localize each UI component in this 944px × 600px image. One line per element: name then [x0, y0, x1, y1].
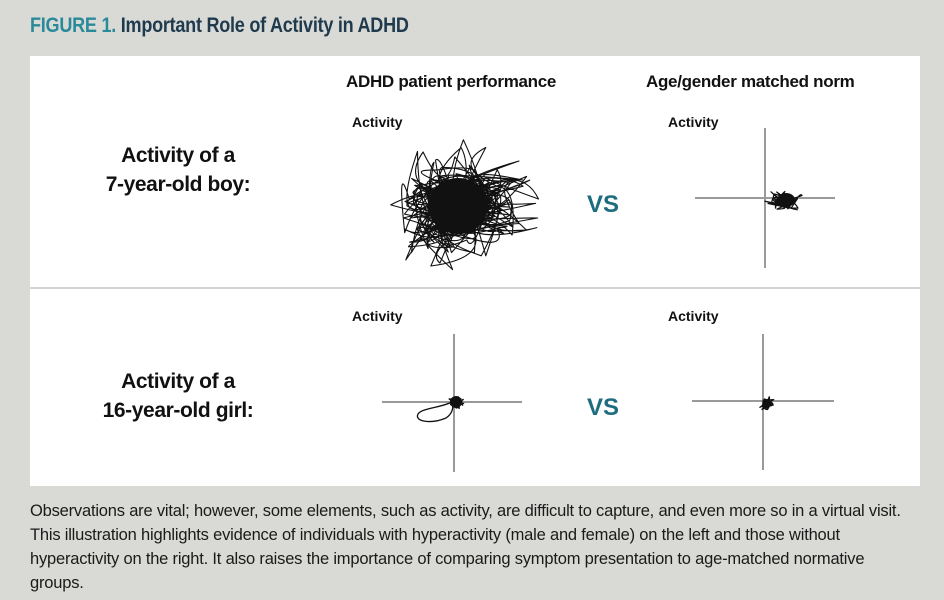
plot-girl-norm [692, 334, 834, 470]
column-header-norm: Age/gender matched norm [646, 72, 855, 91]
trace-path [390, 139, 540, 271]
figure-panel: ADHD patient performance Age/gender matc… [30, 56, 920, 486]
trace-loop [416, 401, 454, 423]
column-header-adhd: ADHD patient performance [346, 72, 557, 91]
row-divider [30, 287, 920, 289]
axis-label-boy-adhd: Activity [352, 114, 403, 130]
activity-trace-girl-norm [759, 396, 775, 411]
axis-label-girl-adhd: Activity [352, 308, 403, 324]
plot-girl-adhd [382, 334, 522, 472]
activity-trace-boy-norm [764, 190, 803, 211]
row-label-boy-line2: 7-year-old boy: [105, 173, 251, 196]
vs-label-row1: VS [587, 191, 620, 218]
trace-path [759, 396, 775, 411]
plot-boy-norm [695, 128, 835, 268]
figure-title-text: Important Role of Activity in ADHD [120, 14, 409, 37]
activity-trace-boy-adhd [390, 139, 540, 271]
figure-number: FIGURE 1. [30, 14, 116, 37]
figure-caption: Observations are vital; however, some el… [30, 502, 901, 592]
row-label-girl-line2: 16-year-old girl: [102, 399, 254, 422]
row-label-girl-line1: Activity of a [121, 370, 235, 393]
trace-path [448, 396, 465, 409]
row-label-boy: Activity of a 7-year-old boy: [38, 141, 318, 199]
plot-boy-adhd [390, 139, 540, 271]
activity-trace-girl-adhd [448, 396, 465, 409]
vs-label-row2: VS [587, 394, 620, 421]
figure-title: FIGURE 1. Important Role of Activity in … [30, 14, 409, 38]
trace-path [764, 190, 803, 211]
row-label-boy-line1: Activity of a [121, 144, 235, 167]
axis-label-girl-norm: Activity [668, 308, 719, 324]
row-label-girl: Activity of a 16-year-old girl: [38, 367, 318, 425]
axis-label-boy-norm: Activity [668, 114, 719, 130]
